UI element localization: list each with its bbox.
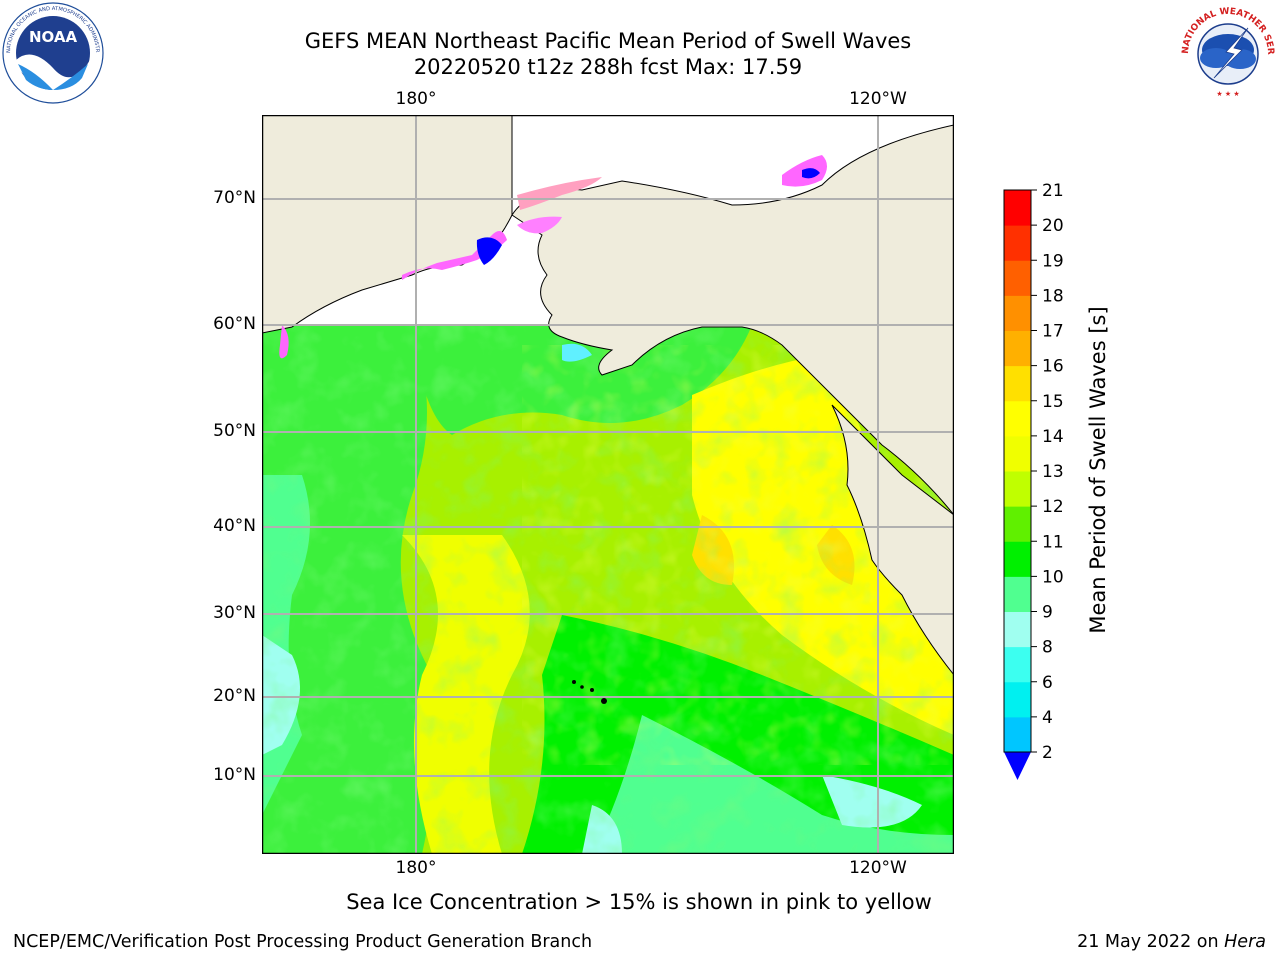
colorbar-tick-label: 14 [1042,427,1064,447]
colorbar-tick-label: 2 [1042,743,1053,763]
lat-label-30n: 30°N [213,603,256,623]
colorbar-tick-label: 12 [1042,497,1064,517]
lon-label-top-180: 180° [395,89,437,109]
swell-period-map [262,115,954,854]
colorbar-bin [1004,611,1031,648]
colorbar: 2 4 6 8 9 10 11 12 13 14 15 16 17 18 19 20 21 [1003,181,1064,780]
colorbar-tick-label: 9 [1042,603,1053,623]
colorbar-bin [1004,646,1031,683]
colorbar-bin [1004,330,1031,367]
chart-subtitle: 20220520 t12z 288h fcst Max: 17.59 [413,55,803,79]
colorbar-bins [1004,190,1031,753]
colorbar-tick-label: 15 [1042,392,1064,412]
colorbar-bin [1004,400,1031,437]
lat-label-40n: 40°N [213,516,256,536]
colorbar-bin [1004,716,1031,753]
lon-label-bottom-120w: 120°W [849,858,907,878]
lat-label-10n: 10°N [213,765,256,785]
colorbar-tick-label: 21 [1042,181,1064,201]
machine-name: Hera [1224,932,1266,952]
run-date: 21 May 2022 on Hera [1077,932,1266,952]
colorbar-tick-label: 10 [1042,567,1064,587]
graticule [262,115,954,854]
colorbar-tick-label: 4 [1042,708,1053,728]
colorbar-tick-label: 13 [1042,462,1064,482]
colorbar-tick-label: 20 [1042,216,1064,236]
colorbar-bin [1004,471,1031,507]
lat-label-20n: 20°N [213,686,256,706]
producer-credit: NCEP/EMC/Verification Post Processing Pr… [13,932,593,952]
colorbar-tick-label: 11 [1042,532,1064,552]
lat-label-70n: 70°N [213,188,256,208]
colorbar-tick-label: 17 [1042,322,1064,342]
colorbar-tick-label: 8 [1042,638,1053,658]
run-date-text: 21 May 2022 on [1077,932,1225,952]
chart-title: GEFS MEAN Northeast Pacific Mean Period … [304,29,912,53]
colorbar-bin [1004,295,1031,331]
colorbar-bin [1004,681,1031,718]
noaa-logo-text: NOAA [29,28,78,46]
colorbar-bin [1004,365,1031,402]
colorbar-bin [1004,435,1031,472]
nws-logo: NATIONAL WEATHER SERVICE ★ ★ ★ [1178,2,1276,100]
lat-label-60n: 60°N [213,314,256,334]
colorbar-tick-label: 6 [1042,673,1053,693]
colorbar-bin [1004,576,1031,612]
colorbar-bin [1004,225,1031,261]
colorbar-extend-min [1004,752,1031,780]
lat-label-50n: 50°N [213,421,256,441]
svg-text:★ ★ ★: ★ ★ ★ [1216,90,1239,98]
colorbar-tick-label: 16 [1042,357,1064,377]
sea-ice-note: Sea Ice Concentration > 15% is shown in … [346,890,932,914]
colorbar-tick-label: 19 [1042,251,1064,271]
colorbar-bin [1004,541,1031,577]
colorbar-bin [1004,190,1031,226]
noaa-logo: NOAA NATIONAL OCEANIC AND ATMOSPHERIC AD… [2,2,104,104]
colorbar-bin [1004,506,1031,542]
lon-label-top-120w: 120°W [849,89,907,109]
colorbar-bin [1004,260,1031,296]
lon-label-bottom-180: 180° [395,858,437,878]
colorbar-tick-label: 18 [1042,286,1064,306]
colorbar-label: Mean Period of Swell Waves [s] [1086,306,1110,634]
